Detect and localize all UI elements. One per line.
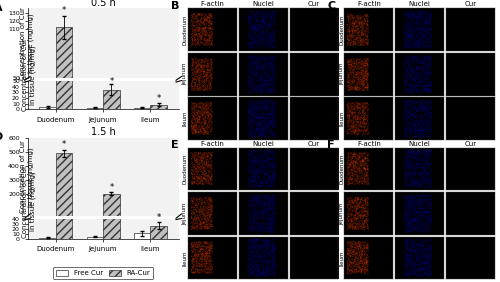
- Text: A: A: [0, 3, 3, 13]
- Title: F-actin: F-actin: [357, 1, 381, 7]
- Text: *: *: [156, 94, 161, 103]
- Bar: [56, 0, 72, 239]
- Bar: [86, 108, 103, 109]
- Text: *: *: [110, 77, 114, 86]
- Y-axis label: Ileum: Ileum: [182, 111, 188, 126]
- Bar: [56, 27, 72, 120]
- Text: Concentration of Cur
in tissue (ng/mg): Concentration of Cur in tissue (ng/mg): [22, 38, 36, 111]
- Y-axis label: Ileum: Ileum: [339, 111, 344, 126]
- Bar: [150, 113, 167, 120]
- Title: Nuclei: Nuclei: [252, 141, 274, 147]
- Bar: [56, 47, 72, 109]
- Text: *: *: [156, 213, 161, 222]
- Title: Nuclei: Nuclei: [409, 141, 430, 147]
- Y-axis label: Jejunum: Jejunum: [339, 202, 344, 225]
- Bar: [150, 105, 167, 109]
- Text: *: *: [62, 6, 66, 15]
- Bar: [103, 194, 120, 222]
- Bar: [134, 117, 150, 120]
- Y-axis label: Jejunum: Jejunum: [339, 63, 344, 85]
- Bar: [150, 226, 167, 239]
- Y-axis label: Duodenum: Duodenum: [182, 154, 188, 184]
- Bar: [40, 107, 56, 109]
- Text: *: *: [62, 140, 66, 149]
- Title: F-actin: F-actin: [200, 141, 224, 147]
- Y-axis label: Ileum: Ileum: [339, 250, 344, 266]
- Bar: [86, 117, 103, 120]
- Bar: [86, 221, 103, 222]
- Bar: [103, 90, 120, 109]
- Bar: [56, 153, 72, 222]
- Text: Concentration of Cur
in tissue (ng/mg): Concentration of Cur in tissue (ng/mg): [22, 165, 36, 238]
- Title: 0.5 h: 0.5 h: [91, 0, 116, 8]
- Y-axis label: Duodenum: Duodenum: [182, 15, 188, 45]
- Text: C: C: [328, 1, 336, 11]
- Y-axis label: Duodenum: Duodenum: [339, 154, 344, 184]
- Bar: [134, 220, 150, 222]
- Y-axis label: Ileum: Ileum: [182, 250, 188, 266]
- Title: F-actin: F-actin: [200, 1, 224, 7]
- Title: 1.5 h: 1.5 h: [91, 127, 116, 137]
- Text: D: D: [0, 131, 4, 142]
- Y-axis label: Jejunum: Jejunum: [182, 202, 188, 225]
- Legend: Free Cur, RA-Cur: Free Cur, RA-Cur: [53, 267, 153, 279]
- Bar: [134, 233, 150, 239]
- Title: Cur: Cur: [308, 141, 320, 147]
- Text: B: B: [171, 1, 179, 11]
- Bar: [103, 91, 120, 120]
- Text: Concentration of Cur
in tissue (ng/mg): Concentration of Cur in tissue (ng/mg): [20, 140, 34, 213]
- Title: Cur: Cur: [308, 1, 320, 7]
- Text: Concentration of Cur
in tissue (ng/mg): Concentration of Cur in tissue (ng/mg): [20, 7, 34, 80]
- Text: F: F: [328, 140, 335, 150]
- Title: Cur: Cur: [464, 1, 476, 7]
- Text: *: *: [110, 183, 114, 191]
- Text: E: E: [171, 140, 178, 150]
- Bar: [40, 238, 56, 239]
- Y-axis label: Jejunum: Jejunum: [182, 63, 188, 85]
- Title: F-actin: F-actin: [357, 141, 381, 147]
- Bar: [40, 117, 56, 120]
- Title: Cur: Cur: [464, 141, 476, 147]
- Bar: [150, 218, 167, 222]
- Bar: [103, 141, 120, 239]
- Bar: [134, 108, 150, 109]
- Title: Nuclei: Nuclei: [252, 1, 274, 7]
- Y-axis label: Duodenum: Duodenum: [339, 15, 344, 45]
- Title: Nuclei: Nuclei: [409, 1, 430, 7]
- Bar: [86, 237, 103, 239]
